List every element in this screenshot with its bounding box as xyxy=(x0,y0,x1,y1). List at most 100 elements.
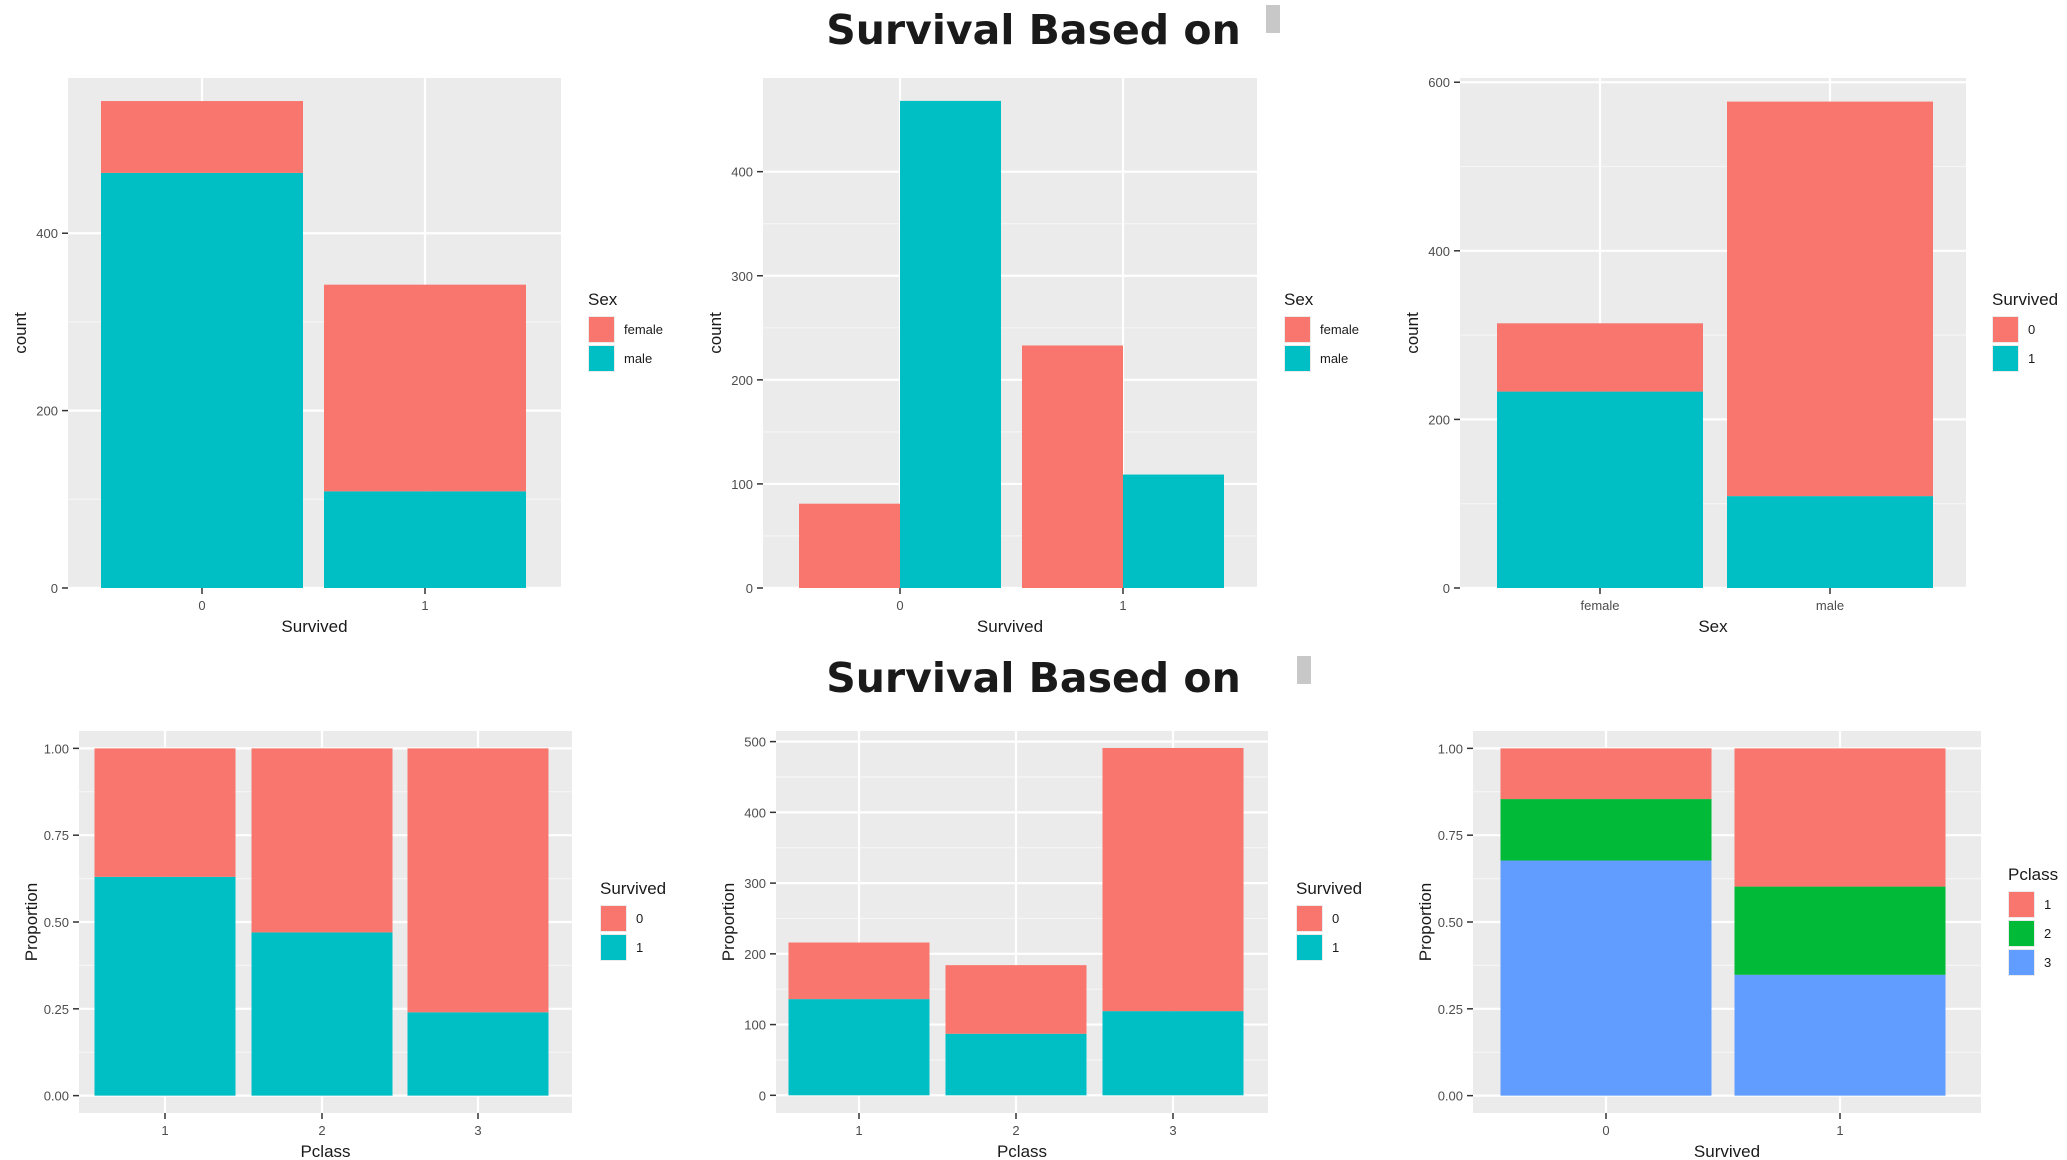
y-tick-label: 200 xyxy=(1428,412,1450,427)
x-tick-label: 1 xyxy=(855,1123,862,1138)
y-tick-label: 0.75 xyxy=(1438,828,1463,843)
legend-label: 2 xyxy=(2044,926,2051,941)
x-tick-label: 0 xyxy=(896,598,903,613)
bar-segment xyxy=(251,932,393,1096)
legend-label: 0 xyxy=(2028,322,2035,337)
y-axis-title: count xyxy=(1403,312,1422,354)
x-tick-label: 3 xyxy=(1169,1123,1176,1138)
y-tick-label: 100 xyxy=(731,477,753,492)
x-tick-label: 1 xyxy=(421,598,428,613)
bar-segment xyxy=(788,999,930,1096)
bar-segment xyxy=(1102,747,1244,1012)
bar-segment xyxy=(900,100,1001,589)
bar-segment xyxy=(101,101,303,173)
scroll-marker xyxy=(1297,656,1311,684)
y-tick-label: 100 xyxy=(744,1018,766,1033)
y-tick-label: 0.25 xyxy=(44,1002,69,1017)
bar-segment xyxy=(324,491,526,588)
legend-swatch xyxy=(1285,346,1310,371)
x-tick-label: 2 xyxy=(1012,1123,1019,1138)
bar-segment xyxy=(1123,474,1224,588)
x-axis-title: Pclass xyxy=(997,1142,1047,1160)
y-tick-label: 0 xyxy=(1443,581,1450,596)
legend-label: 1 xyxy=(2028,351,2035,366)
x-tick-label: male xyxy=(1816,598,1844,613)
legend-title: Survived xyxy=(1992,290,2058,309)
x-tick-label: 0 xyxy=(1602,1123,1609,1138)
bar-segment xyxy=(1500,799,1712,861)
legend-title: Sex xyxy=(588,290,618,309)
bottom-heading: Survival Based on xyxy=(826,654,1241,702)
x-tick-label: 0 xyxy=(198,598,205,613)
bar-segment xyxy=(1734,974,1946,1096)
bar-segment xyxy=(1734,886,1946,975)
x-tick-label: 1 xyxy=(161,1123,168,1138)
y-tick-label: 0.00 xyxy=(44,1089,69,1104)
legend-label: female xyxy=(1320,322,1359,337)
legend-title: Pclass xyxy=(2008,865,2058,884)
bar-segment xyxy=(1102,1011,1244,1096)
legend-swatch xyxy=(1993,317,2018,342)
legend-swatch xyxy=(1297,906,1322,931)
x-axis-title: Pclass xyxy=(300,1142,350,1160)
bar-segment xyxy=(94,876,236,1096)
bar-segment xyxy=(799,503,900,588)
bar-segment xyxy=(1727,101,1933,497)
bar-segment xyxy=(1500,748,1712,800)
y-tick-label: 400 xyxy=(731,165,753,180)
bar-segment xyxy=(1500,860,1712,1096)
legend-swatch xyxy=(601,906,626,931)
top-heading: Survival Based on xyxy=(826,6,1241,54)
scroll-marker xyxy=(1266,5,1280,33)
legend-title: Survived xyxy=(600,879,666,898)
x-axis-title: Sex xyxy=(1698,617,1728,636)
bar-segment xyxy=(945,1033,1087,1096)
y-tick-label: 0.00 xyxy=(1438,1089,1463,1104)
bar-segment xyxy=(407,748,549,1013)
legend-swatch xyxy=(1285,317,1310,342)
bar-segment xyxy=(1497,391,1703,588)
legend-swatch xyxy=(2009,892,2034,917)
bar-segment xyxy=(251,748,393,933)
y-tick-label: 0.50 xyxy=(44,915,69,930)
y-tick-label: 1.00 xyxy=(1438,741,1463,756)
legend-label: male xyxy=(1320,351,1348,366)
bar-segment xyxy=(1497,323,1703,392)
bar-segment xyxy=(1734,748,1946,887)
legend-swatch xyxy=(589,346,614,371)
y-tick-label: 0.75 xyxy=(44,828,69,843)
legend-label: 1 xyxy=(1332,940,1339,955)
legend-title: Sex xyxy=(1284,290,1314,309)
y-axis-title: Proportion xyxy=(22,883,41,961)
y-tick-label: 200 xyxy=(36,404,58,419)
y-tick-label: 1.00 xyxy=(44,741,69,756)
bar-segment xyxy=(1727,496,1933,588)
bar-segment xyxy=(1022,345,1123,588)
x-tick-label: 3 xyxy=(474,1123,481,1138)
y-tick-label: 0 xyxy=(746,581,753,596)
x-axis-title: Survived xyxy=(281,617,347,636)
x-axis-title: Survived xyxy=(1694,1142,1760,1160)
bar-segment xyxy=(407,1012,549,1096)
y-tick-label: 300 xyxy=(744,876,766,891)
y-axis-title: Proportion xyxy=(1416,883,1435,961)
bar-segment xyxy=(788,942,930,1000)
y-tick-label: 400 xyxy=(36,226,58,241)
legend-label: 0 xyxy=(636,911,643,926)
y-tick-label: 200 xyxy=(744,947,766,962)
y-tick-label: 0.50 xyxy=(1438,915,1463,930)
legend-swatch xyxy=(589,317,614,342)
x-tick-label: female xyxy=(1580,598,1619,613)
legend-swatch xyxy=(601,935,626,960)
legend-label: 1 xyxy=(2044,897,2051,912)
legend-swatch xyxy=(1993,346,2018,371)
bar-segment xyxy=(324,284,526,492)
x-tick-label: 1 xyxy=(1119,598,1126,613)
legend-label: female xyxy=(624,322,663,337)
y-tick-label: 400 xyxy=(1428,244,1450,259)
y-axis-title: count xyxy=(11,312,30,354)
y-tick-label: 400 xyxy=(744,805,766,820)
bar-segment xyxy=(945,965,1087,1034)
x-tick-label: 2 xyxy=(318,1123,325,1138)
